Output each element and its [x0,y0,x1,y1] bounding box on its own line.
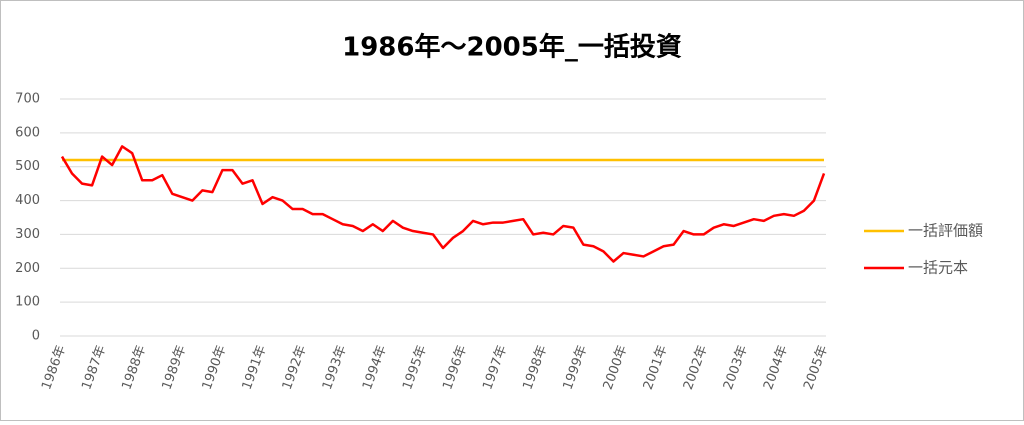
y-tick-label: 600 [15,125,40,140]
series-line [60,145,826,263]
y-tick-label: 100 [15,295,40,310]
y-tick-label: 700 [15,92,40,107]
y-tick-label: 400 [15,193,40,208]
y-tick-label: 200 [15,261,40,276]
legend-label: 一括元本 [908,259,968,277]
legend-label: 一括評価額 [908,222,983,240]
y-tick-label: 300 [15,227,40,242]
y-tick-label: 500 [15,159,40,174]
y-tick-label: 0 [32,329,40,344]
chart-title: 1986年～2005年_一括投資 [342,32,682,63]
